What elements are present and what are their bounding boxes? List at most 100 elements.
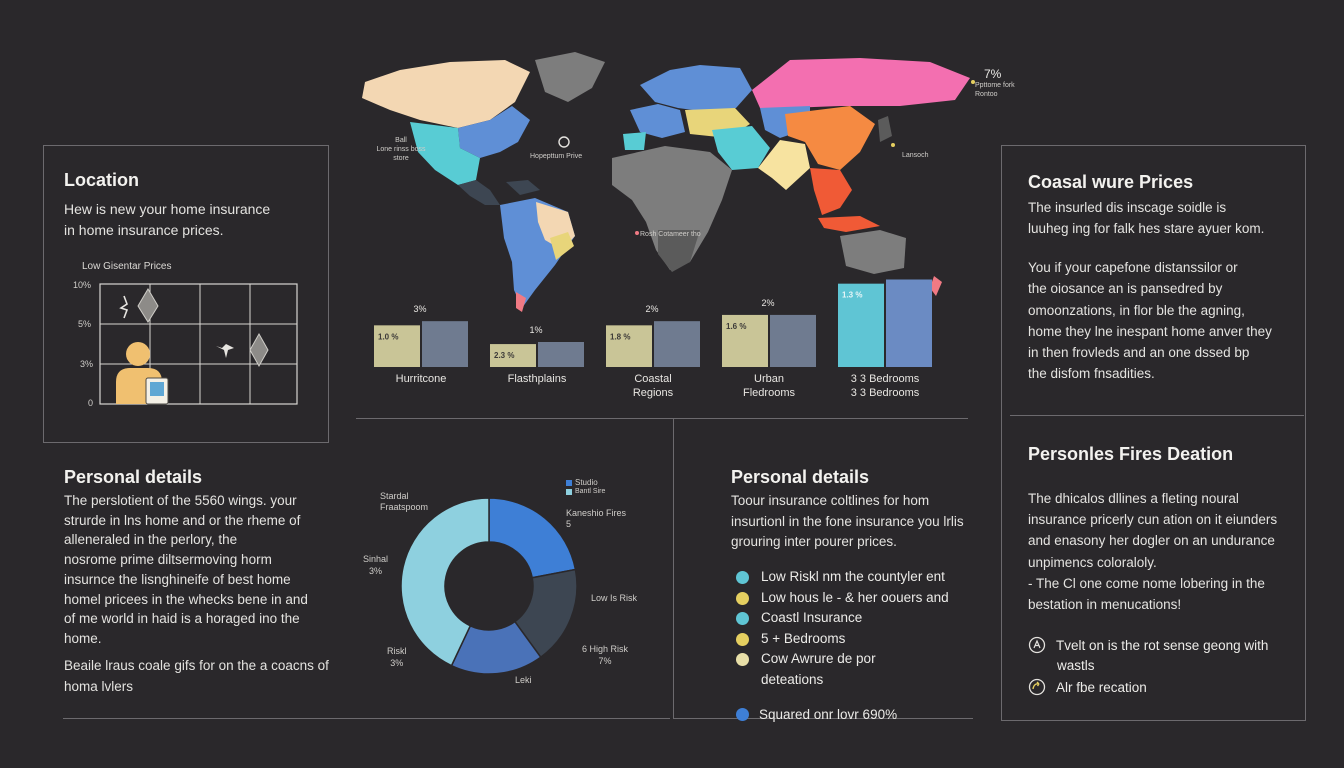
fires-item-text: Tvelt on is the rot sense geong with [1056,637,1269,653]
text-line: alleneraled in the perlory, the [64,532,238,548]
bar [654,321,700,367]
map-region-north-america-east [458,106,530,158]
mini-y-tick: 10% [73,280,92,290]
text-line: home. [64,630,102,646]
check-icon [736,612,749,625]
right-panel-divider [1010,415,1304,416]
text-line: unpimencs coloraloly. [1028,554,1157,570]
bullet-item: deteations [731,670,991,691]
text-line: Toour insurance coltlines for hom [731,493,930,508]
map-region-central-america [458,180,500,205]
text-line: grouring inter pourer prices. [731,534,897,549]
donut-label-top-left: Stardal Fraatspoom [380,491,428,513]
mini-chart-title: Low Gisentar Prices [82,261,172,272]
map-marker-icon [971,80,975,84]
bar-value-label: 2% [761,298,774,308]
check-icon [736,591,749,605]
location-text-line: in home insurance prices. [64,222,224,238]
map-region-india [758,140,810,190]
map-region-africa [612,146,732,270]
bar-value-label: 3% [413,304,426,314]
map-marker-icon [635,231,639,235]
donut-label-left-mid: Sinhal 3% [363,553,388,577]
check-icon [736,571,749,584]
bar-category-label: Regions [633,387,674,399]
fires-title: Personles Fires Deation [1028,444,1234,464]
bar-category-label: Coastal [634,373,671,385]
check-icon [736,708,749,721]
text-line: The dhicalos dllines a fleting noural [1028,491,1239,506]
mini-y-tick: 0 [88,398,94,408]
bullet-text: deteations [761,671,824,687]
bar-inner-label: 1.3 % [842,291,862,300]
map-label-africa: Rosh Cotameer tho [640,231,701,238]
fires-item-text: Alr fbe recation [1056,679,1147,695]
map-legend-line: store [393,155,409,162]
map-region-north-america-north [362,60,530,128]
mini-y-tick: 3% [80,359,94,369]
bullet-text: Cow Awrure de por [761,651,876,666]
location-text: Hew is new your home insurance in home i… [64,199,314,241]
personal-details-left-text: The perslotient of the 5560 wings. your … [64,491,354,649]
donut-slice [488,497,577,579]
donut-label-line: Riskl [387,646,407,656]
map-region-patagonia [516,292,526,312]
location-title: Location [64,170,139,190]
map-region-indonesia [818,216,880,232]
legend-swatch [566,479,572,486]
text-line: in then frovleds and an one dssed bp [1028,345,1250,361]
text-line: Beaile lraus coale gifs for on the a coa… [64,658,329,673]
text-line: home they lne inespant home anver they [1028,323,1272,339]
text-line: insurance pricerly cun ation on it eiund… [1028,512,1278,528]
bar [374,325,420,367]
legend-label: Studio [575,478,598,487]
fires-item: Tvelt on is the rot sense geong with [1028,636,1268,654]
text-line: omoonzations, in flor ble the agning, [1028,302,1245,318]
bullet-item: Low hous le - & her oouers and [731,588,991,609]
text-line: and enasony her dogler on an undurance [1028,533,1275,549]
bar [490,344,536,367]
bar-value-label: 1% [529,325,542,335]
bar [422,321,468,367]
map-region-greenland [535,52,605,102]
map-legend-line: Lone rinss boss [376,146,426,153]
donut-legend: Studio Bantl Sire [566,478,605,496]
donut-chart [400,497,578,675]
legend-item: Bantl Sire [566,487,605,496]
world-map [362,52,975,312]
text-line: The perslotient of the 5560 wings. your [64,493,297,508]
bar-value-label: 2% [645,304,658,314]
coastal-title: Coasal wure Prices [1028,172,1194,192]
bullet-item: 5 + Bedrooms [731,629,991,650]
map-region-south-america-coast [550,232,574,260]
personal-details-footer: Squared onr lovr 690% [736,707,897,722]
bar [770,314,816,367]
fires-text: The dhicalos dllines a fleting noural in… [1028,488,1298,615]
text-line: insurtionl in the fone insurance you lrl… [731,513,964,529]
bar-category-label: Urban [754,373,784,385]
map-region-new-zealand [930,276,942,296]
map-region-europe-north [640,65,752,112]
donut-label-right-bottom: 6 High Risk 7% [582,643,628,667]
map-region-middle-east [712,126,770,170]
personal-details-mid-title: Personal details [731,467,870,487]
donut-label-right-top: Kaneshio Fires 5 [566,508,626,530]
donut-slice [400,497,490,667]
bottom-divider-mid [673,718,973,719]
map-legend-line: Ball [395,137,407,144]
bar-inner-label: 1.8 % [610,332,630,341]
legend-item: Studio [566,478,605,487]
fires-item-cont: wastls [1057,658,1095,673]
bar-category-label: 3 3 Bedrooms [851,387,920,399]
text-line: the disfom fnsadities. [1028,366,1155,382]
bullet-text: Coastl Insurance [761,610,863,625]
bullet-item: Cow Awrure de por [731,649,991,670]
footer-text: Squared onr lovr 690% [759,707,898,722]
map-region-russia [752,58,970,108]
text-line: The insurled dis inscage soidle is [1028,200,1227,215]
fires-item: Alr fbe recation [1028,678,1147,696]
bar-chart: 1.0 % 3% Hurritcone 2.3 % 1% Flasthplains 1.8 … [374,279,932,399]
donut-label-line: Fraatspoom [380,502,429,512]
check-icon [736,653,749,666]
bar-inner-label: 2.3 % [494,351,514,360]
